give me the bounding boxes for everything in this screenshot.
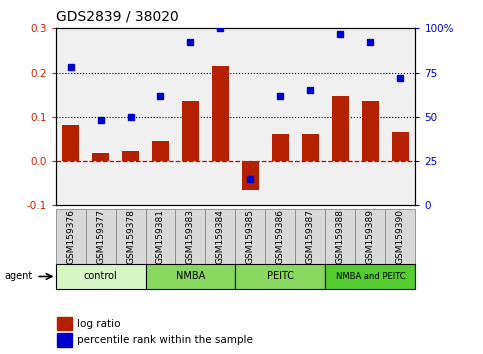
Text: log ratio: log ratio [77, 319, 121, 329]
Bar [182, 101, 199, 161]
FancyBboxPatch shape [85, 209, 115, 264]
Bar [122, 152, 139, 161]
FancyBboxPatch shape [326, 264, 415, 289]
FancyBboxPatch shape [236, 209, 266, 264]
FancyBboxPatch shape [175, 209, 205, 264]
Bar [362, 101, 379, 161]
FancyBboxPatch shape [266, 209, 296, 264]
Bar [152, 141, 169, 161]
FancyBboxPatch shape [355, 209, 385, 264]
Text: GSM159376: GSM159376 [66, 209, 75, 264]
FancyBboxPatch shape [385, 209, 415, 264]
Text: GSM159385: GSM159385 [246, 209, 255, 264]
Bar [57, 316, 72, 330]
Text: NMBA and PEITC: NMBA and PEITC [336, 272, 405, 281]
Bar [212, 66, 229, 161]
FancyBboxPatch shape [326, 209, 355, 264]
Text: GSM159387: GSM159387 [306, 209, 315, 264]
FancyBboxPatch shape [205, 209, 236, 264]
Text: agent: agent [5, 272, 33, 281]
FancyBboxPatch shape [56, 264, 145, 289]
Text: GDS2839 / 38020: GDS2839 / 38020 [56, 9, 178, 23]
Text: GSM159381: GSM159381 [156, 209, 165, 264]
Text: GSM159384: GSM159384 [216, 209, 225, 264]
FancyBboxPatch shape [145, 264, 236, 289]
FancyBboxPatch shape [115, 209, 145, 264]
Bar [332, 96, 349, 161]
FancyBboxPatch shape [56, 209, 85, 264]
Bar [392, 132, 409, 161]
Text: NMBA: NMBA [176, 272, 205, 281]
Text: percentile rank within the sample: percentile rank within the sample [77, 335, 253, 345]
Text: GSM159377: GSM159377 [96, 209, 105, 264]
Text: GSM159383: GSM159383 [186, 209, 195, 264]
Bar [272, 133, 289, 161]
FancyBboxPatch shape [236, 264, 326, 289]
Text: GSM159389: GSM159389 [366, 209, 375, 264]
Text: GSM159378: GSM159378 [126, 209, 135, 264]
Text: PEITC: PEITC [267, 272, 294, 281]
Bar [242, 161, 259, 190]
Bar [57, 333, 72, 347]
Bar [302, 133, 319, 161]
Text: GSM159390: GSM159390 [396, 209, 405, 264]
Text: GSM159386: GSM159386 [276, 209, 285, 264]
FancyBboxPatch shape [296, 209, 326, 264]
Bar [62, 125, 79, 161]
FancyBboxPatch shape [145, 209, 175, 264]
Bar [92, 153, 109, 161]
Text: GSM159388: GSM159388 [336, 209, 345, 264]
Text: control: control [84, 272, 117, 281]
